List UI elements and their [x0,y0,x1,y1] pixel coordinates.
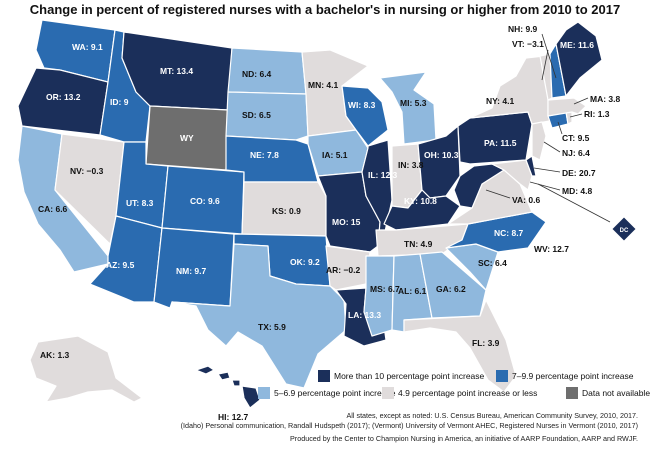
label-MI: MI: 5.3 [400,98,427,108]
label-IN: IN: 3.8 [398,160,424,170]
label-ND: ND: 6.4 [242,69,272,79]
label-UT: UT: 8.3 [126,198,154,208]
state-WV [453,163,505,209]
map-title: Change in percent of registered nurses w… [30,2,620,17]
state-AR [325,245,371,291]
label-RI: RI: 1.3 [584,109,610,119]
label-IA: IA: 5.1 [322,150,348,160]
label-MD: MD: 4.8 [562,186,593,196]
state-MI [379,71,437,145]
label-CA: CA: 6.6 [38,204,68,214]
state-WI [341,85,389,147]
label-AR: AR: −0.2 [326,265,361,275]
label-WY: WY [180,133,194,143]
label-SC: SC: 6.4 [478,258,507,268]
label-DC: DC [620,228,629,234]
source-line-2: (Idaho) Personal communication, Randall … [181,421,638,430]
leader-MA [573,97,589,105]
state-NJ [531,121,547,161]
label-AL: AL: 6.1 [398,286,427,296]
leader-NH [541,33,557,79]
state-DE [525,155,537,177]
label-MN: MN: 4.1 [308,80,339,90]
label-KS: KS: 0.9 [272,206,301,216]
leader-CT [557,121,563,135]
legend-label-c1: More than 10 percentage point increase [334,371,485,381]
state-MA [547,97,587,117]
source-line-1: All states, except as noted: U.S. Census… [346,411,638,420]
label-AK: AK: 1.3 [40,350,70,360]
label-LA: LA: 13.3 [348,310,381,320]
label-OH: OH: 10.3 [424,150,459,160]
label-OK: OK: 9.2 [290,257,320,267]
label-KY: KY: 10.8 [404,196,437,206]
label-VT: VT: −3.1 [512,39,544,49]
label-PA: PA: 11.5 [484,138,517,148]
state-GA [419,251,487,319]
label-NH: NH: 9.9 [508,24,538,34]
label-SD: SD: 6.5 [242,110,271,120]
source-line-3: Produced by the Center to Champion Nursi… [290,434,638,443]
label-MT: MT: 13.4 [160,66,193,76]
state-HI [195,365,261,409]
label-WV: WV: 12.7 [534,244,569,254]
state-AK [29,335,143,403]
leader-VA [485,189,511,199]
label-HI: HI: 12.7 [218,412,249,422]
state-FL [403,299,517,393]
leader-NJ [543,141,561,153]
label-FL: FL: 3.9 [472,338,500,348]
label-CO: CO: 9.6 [190,196,220,206]
label-TX: TX: 5.9 [258,322,286,332]
label-GA: GA: 6.2 [436,284,466,294]
state-KY [383,189,461,231]
label-NM: NM: 9.7 [176,266,207,276]
legend-swatch-na [566,387,578,399]
label-NC: NC: 8.7 [494,228,524,238]
legend-label-c4: 4.9 percentage point increase or less [398,388,537,398]
label-IL: IL: 12.3 [368,170,398,180]
legend-swatch-c3 [258,387,270,399]
legend-swatch-c4 [382,387,394,399]
leader-RI [569,113,583,118]
label-OR: OR: 13.2 [46,92,81,102]
label-NJ: NJ: 6.4 [562,148,590,158]
label-ME: ME: 11.6 [560,40,594,50]
label-NE: NE: 7.8 [250,150,279,160]
label-NY: NY: 4.1 [486,96,514,106]
label-MA: MA: 3.8 [590,94,621,104]
state-SD [225,91,309,141]
label-TN: TN: 4.9 [404,239,433,249]
label-WA: WA: 9.1 [72,42,103,52]
label-ID: ID: 9 [110,97,129,107]
label-MS: MS: 6.7 [370,284,400,294]
leader-MD [529,181,561,191]
state-DC [611,216,637,242]
legend-label-na: Data not available [582,388,650,398]
label-MO: MO: 15 [332,217,361,227]
leader-VT [541,49,549,81]
state-TX [171,243,347,389]
label-DE: DE: 20.7 [562,168,596,178]
legend-label-c3: 5–6.9 percentage point increase [274,388,396,398]
label-WI: WI: 8.3 [348,100,376,110]
legend-swatch-c2 [496,370,508,382]
state-ME [555,21,603,97]
label-CT: CT: 9.5 [562,133,590,143]
leader-DC [537,183,611,223]
label-AZ: AZ: 9.5 [106,260,135,270]
label-VA: VA: 0.6 [512,195,540,205]
legend-swatch-c1 [318,370,330,382]
label-NV: NV: −0.3 [70,166,104,176]
legend-label-c2: 7–9.9 percentage point increase [512,371,634,381]
state-MS [363,255,395,337]
leader-DE [533,167,561,173]
